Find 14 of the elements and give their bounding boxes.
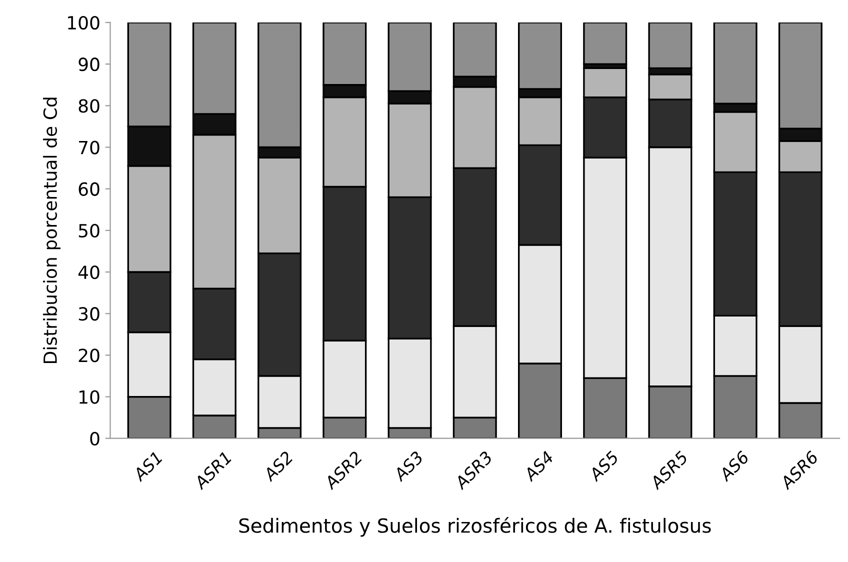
bar <box>583 22 628 65</box>
x-axis-title: Sedimentos y Suelos rizosféricos de A. fistulosus <box>239 517 711 537</box>
y-tick-label: 70 <box>79 140 100 154</box>
y-tick-label: 0 <box>90 432 100 446</box>
y-tick-label: 100 <box>68 16 100 30</box>
y-tick-label: 50 <box>78 224 100 238</box>
y-tick-label: 80 <box>78 99 100 113</box>
y-tick-label: 60 <box>78 182 100 196</box>
y-tick-label: 40 <box>78 265 100 280</box>
y-axis-title: Distribucion porcentual de Cd <box>43 98 60 363</box>
y-tick-label: 10 <box>80 390 100 404</box>
y-tick-label: 20 <box>78 348 100 362</box>
y-tick-label: 30 <box>78 307 100 321</box>
y-tick-label: 90 <box>78 58 100 72</box>
